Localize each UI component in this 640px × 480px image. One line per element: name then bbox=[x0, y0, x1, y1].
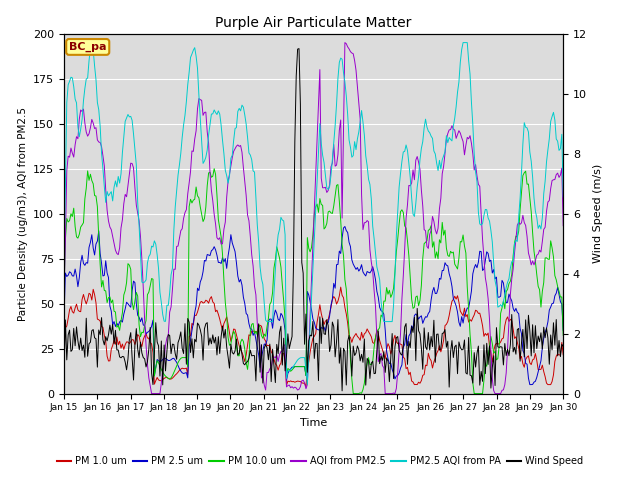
PM 1.0 um bbox=[60, 347, 68, 352]
PM 1.0 um bbox=[122, 342, 129, 348]
Y-axis label: Particle Density (ug/m3), AQI from PM2.5: Particle Density (ug/m3), AQI from PM2.5 bbox=[17, 107, 28, 321]
PM 1.0 um bbox=[337, 284, 344, 290]
PM 2.5 um bbox=[122, 306, 129, 312]
Line: PM 1.0 um: PM 1.0 um bbox=[64, 287, 563, 386]
Title: Purple Air Particulate Matter: Purple Air Particulate Matter bbox=[216, 16, 412, 30]
PM2.5 AQI from PA bbox=[460, 40, 467, 46]
PM2.5 AQI from PA bbox=[303, 382, 311, 387]
PM 10.0 um bbox=[209, 173, 216, 179]
PM 2.5 um bbox=[234, 273, 242, 279]
Line: PM 2.5 um: PM 2.5 um bbox=[64, 227, 563, 384]
PM 1.0 um bbox=[234, 338, 242, 344]
Wind Speed bbox=[559, 344, 567, 349]
AQI from PM2.5 bbox=[148, 391, 156, 396]
PM 1.0 um bbox=[209, 299, 216, 305]
X-axis label: Time: Time bbox=[300, 418, 327, 428]
Y-axis label: Wind Speed (m/s): Wind Speed (m/s) bbox=[593, 164, 603, 263]
PM 10.0 um bbox=[227, 341, 235, 347]
AQI from PM2.5 bbox=[280, 342, 287, 348]
PM 10.0 um bbox=[236, 353, 243, 359]
Text: BC_pa: BC_pa bbox=[69, 42, 106, 52]
Wind Speed bbox=[60, 371, 68, 377]
PM 1.0 um bbox=[534, 367, 542, 372]
PM 10.0 um bbox=[211, 166, 218, 171]
Wind Speed bbox=[234, 352, 242, 358]
PM 1.0 um bbox=[559, 352, 567, 358]
Legend: PM 1.0 um, PM 2.5 um, PM 10.0 um, AQI from PM2.5, PM2.5 AQI from PA, Wind Speed: PM 1.0 um, PM 2.5 um, PM 10.0 um, AQI fr… bbox=[53, 453, 587, 470]
PM 1.0 um bbox=[302, 384, 310, 389]
AQI from PM2.5 bbox=[341, 40, 349, 46]
AQI from PM2.5 bbox=[122, 192, 129, 197]
AQI from PM2.5 bbox=[534, 251, 542, 257]
Wind Speed bbox=[226, 365, 234, 371]
PM 2.5 um bbox=[341, 224, 349, 229]
PM 10.0 um bbox=[534, 284, 542, 289]
PM2.5 AQI from PA bbox=[534, 226, 542, 231]
PM 2.5 um bbox=[526, 382, 534, 387]
PM 1.0 um bbox=[226, 330, 234, 336]
Line: PM 10.0 um: PM 10.0 um bbox=[64, 168, 563, 394]
PM2.5 AQI from PA bbox=[559, 194, 567, 200]
PM 10.0 um bbox=[60, 287, 68, 293]
AQI from PM2.5 bbox=[559, 223, 567, 228]
PM2.5 AQI from PA bbox=[122, 119, 129, 124]
PM 2.5 um bbox=[226, 244, 234, 250]
PM 2.5 um bbox=[209, 247, 216, 252]
Wind Speed bbox=[339, 388, 346, 394]
PM 2.5 um bbox=[278, 312, 286, 318]
PM 2.5 um bbox=[534, 369, 542, 374]
PM 10.0 um bbox=[280, 298, 287, 304]
PM 10.0 um bbox=[559, 333, 567, 338]
PM 10.0 um bbox=[349, 391, 357, 396]
AQI from PM2.5 bbox=[60, 291, 68, 297]
Line: PM2.5 AQI from PA: PM2.5 AQI from PA bbox=[64, 43, 563, 384]
PM2.5 AQI from PA bbox=[278, 217, 286, 223]
PM 2.5 um bbox=[60, 314, 68, 320]
PM2.5 AQI from PA bbox=[226, 173, 234, 179]
Line: Wind Speed: Wind Speed bbox=[64, 48, 563, 391]
Wind Speed bbox=[278, 362, 286, 368]
Wind Speed bbox=[295, 46, 303, 51]
AQI from PM2.5 bbox=[211, 211, 218, 217]
Line: AQI from PM2.5: AQI from PM2.5 bbox=[64, 43, 563, 394]
PM 1.0 um bbox=[278, 350, 286, 356]
Wind Speed bbox=[209, 332, 216, 338]
PM 2.5 um bbox=[559, 327, 567, 333]
Wind Speed bbox=[534, 333, 542, 339]
AQI from PM2.5 bbox=[227, 163, 235, 168]
PM 10.0 um bbox=[122, 288, 129, 294]
PM2.5 AQI from PA bbox=[234, 108, 242, 114]
PM2.5 AQI from PA bbox=[60, 252, 68, 258]
PM2.5 AQI from PA bbox=[209, 111, 216, 117]
AQI from PM2.5 bbox=[236, 144, 243, 149]
Wind Speed bbox=[122, 359, 129, 365]
